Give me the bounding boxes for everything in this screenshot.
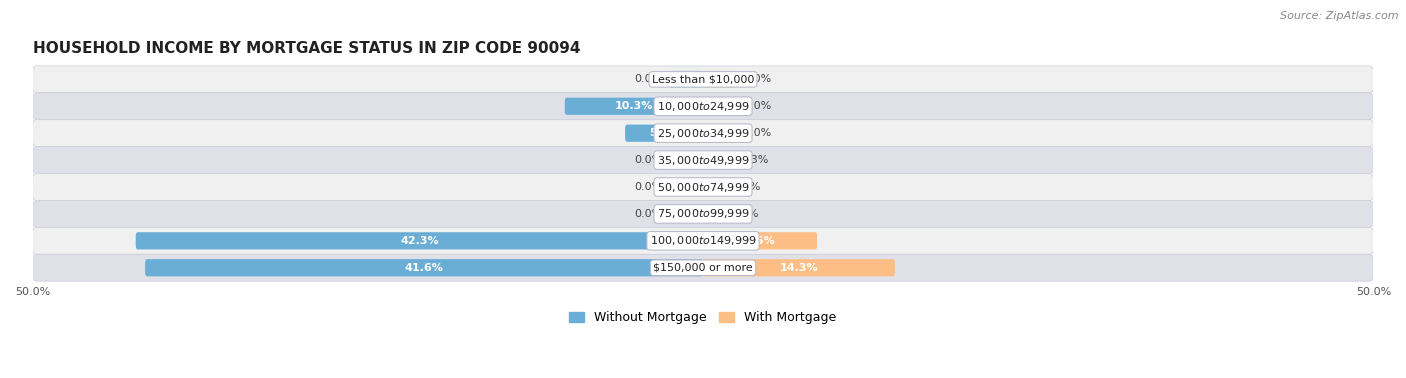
FancyBboxPatch shape — [703, 71, 737, 88]
FancyBboxPatch shape — [32, 200, 1374, 228]
Text: $50,000 to $74,999: $50,000 to $74,999 — [657, 181, 749, 194]
Text: 1.7%: 1.7% — [733, 182, 761, 192]
FancyBboxPatch shape — [32, 66, 1374, 93]
Text: 0.0%: 0.0% — [634, 209, 662, 219]
Text: Source: ZipAtlas.com: Source: ZipAtlas.com — [1281, 11, 1399, 21]
Text: 0.98%: 0.98% — [723, 209, 758, 219]
Text: $100,000 to $149,999: $100,000 to $149,999 — [650, 234, 756, 247]
Text: 14.3%: 14.3% — [779, 263, 818, 273]
Text: $25,000 to $34,999: $25,000 to $34,999 — [657, 127, 749, 140]
Text: 0.0%: 0.0% — [634, 155, 662, 165]
FancyBboxPatch shape — [565, 98, 703, 115]
FancyBboxPatch shape — [703, 232, 817, 249]
Text: 2.3%: 2.3% — [741, 155, 769, 165]
Text: 5.8%: 5.8% — [648, 128, 679, 138]
FancyBboxPatch shape — [626, 125, 703, 142]
FancyBboxPatch shape — [703, 178, 725, 196]
Text: 42.3%: 42.3% — [401, 236, 439, 246]
FancyBboxPatch shape — [669, 205, 703, 223]
Text: 0.0%: 0.0% — [744, 74, 772, 84]
FancyBboxPatch shape — [32, 228, 1374, 254]
Text: 0.0%: 0.0% — [634, 74, 662, 84]
Text: 0.0%: 0.0% — [634, 182, 662, 192]
FancyBboxPatch shape — [32, 174, 1374, 200]
FancyBboxPatch shape — [32, 147, 1374, 174]
FancyBboxPatch shape — [703, 259, 894, 276]
FancyBboxPatch shape — [145, 259, 703, 276]
Text: 0.0%: 0.0% — [744, 101, 772, 111]
FancyBboxPatch shape — [669, 178, 703, 196]
FancyBboxPatch shape — [32, 93, 1374, 120]
Text: 41.6%: 41.6% — [405, 263, 443, 273]
FancyBboxPatch shape — [669, 152, 703, 169]
Text: $35,000 to $49,999: $35,000 to $49,999 — [657, 153, 749, 167]
Text: $75,000 to $99,999: $75,000 to $99,999 — [657, 208, 749, 220]
Text: HOUSEHOLD INCOME BY MORTGAGE STATUS IN ZIP CODE 90094: HOUSEHOLD INCOME BY MORTGAGE STATUS IN Z… — [32, 42, 581, 56]
FancyBboxPatch shape — [703, 152, 734, 169]
Text: 0.0%: 0.0% — [744, 128, 772, 138]
Text: 10.3%: 10.3% — [614, 101, 654, 111]
Text: 8.5%: 8.5% — [745, 236, 775, 246]
FancyBboxPatch shape — [136, 232, 703, 249]
FancyBboxPatch shape — [703, 125, 737, 142]
FancyBboxPatch shape — [703, 205, 716, 223]
FancyBboxPatch shape — [703, 98, 737, 115]
FancyBboxPatch shape — [32, 120, 1374, 147]
Legend: Without Mortgage, With Mortgage: Without Mortgage, With Mortgage — [569, 311, 837, 324]
FancyBboxPatch shape — [669, 71, 703, 88]
Text: $10,000 to $24,999: $10,000 to $24,999 — [657, 100, 749, 113]
Text: Less than $10,000: Less than $10,000 — [652, 74, 754, 84]
Text: $150,000 or more: $150,000 or more — [654, 263, 752, 273]
FancyBboxPatch shape — [32, 254, 1374, 281]
